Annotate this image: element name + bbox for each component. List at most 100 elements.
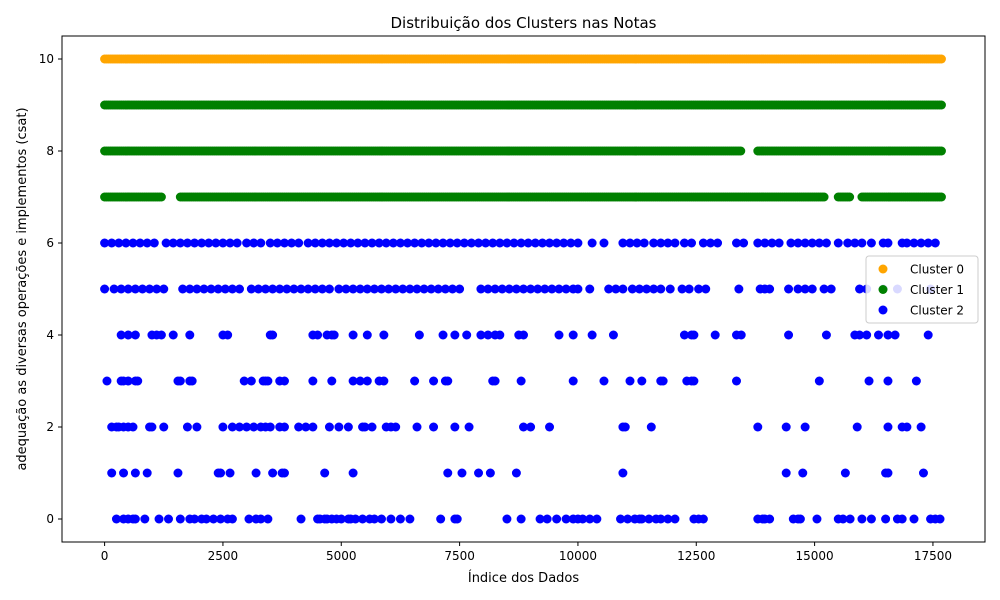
data-point — [663, 238, 673, 248]
data-point — [334, 284, 344, 294]
data-point — [336, 514, 346, 524]
data-point — [429, 422, 439, 432]
data-point — [883, 422, 893, 432]
data-point — [227, 422, 237, 432]
data-point — [377, 514, 386, 524]
data-point — [355, 284, 365, 294]
data-point — [656, 514, 666, 524]
data-point — [812, 514, 822, 524]
data-point — [235, 422, 244, 432]
data-point — [585, 514, 595, 524]
data-point — [227, 284, 237, 294]
data-point — [263, 376, 273, 386]
data-point — [296, 514, 306, 524]
data-point — [261, 284, 271, 294]
data-point — [412, 422, 422, 432]
data-point — [429, 376, 439, 386]
data-point — [130, 468, 140, 478]
data-point — [220, 284, 230, 294]
data-point — [481, 238, 491, 248]
data-point — [649, 284, 659, 294]
data-point — [568, 376, 578, 386]
data-point — [239, 376, 249, 386]
data-point — [911, 376, 921, 386]
data-point — [140, 514, 150, 524]
y-axis: 0 2 4 6 8 10 — [39, 52, 62, 526]
data-point — [185, 284, 195, 294]
data-point — [798, 468, 808, 478]
data-point — [784, 284, 794, 294]
y-tick-label: 8 — [46, 144, 54, 158]
data-point — [732, 376, 741, 386]
data-point — [516, 376, 526, 386]
data-point — [317, 238, 327, 248]
data-point — [890, 330, 900, 340]
data-point — [268, 284, 278, 294]
data-point — [360, 422, 370, 432]
data-point — [713, 238, 723, 248]
data-point — [819, 192, 829, 202]
data-point — [533, 284, 543, 294]
data-point — [474, 468, 484, 478]
data-point — [526, 284, 536, 294]
data-point — [883, 468, 893, 478]
data-point — [362, 284, 372, 294]
legend: Cluster 0 Cluster 1 Cluster 2 — [865, 255, 979, 324]
data-point — [175, 376, 185, 386]
data-point — [774, 238, 784, 248]
data-point — [552, 514, 562, 524]
data-point — [452, 514, 462, 524]
data-point — [362, 376, 372, 386]
data-point — [301, 422, 311, 432]
data-point — [587, 238, 597, 248]
data-point — [646, 422, 656, 432]
data-point — [324, 422, 334, 432]
data-point — [114, 238, 124, 248]
data-point — [353, 238, 363, 248]
data-point — [634, 284, 644, 294]
data-point — [483, 330, 493, 340]
data-point — [814, 376, 824, 386]
data-point — [235, 284, 244, 294]
data-point — [936, 100, 946, 110]
data-point — [625, 376, 635, 386]
data-point — [795, 514, 805, 524]
data-point — [119, 468, 129, 478]
data-point — [511, 468, 521, 478]
data-point — [604, 284, 614, 294]
data-point — [405, 514, 415, 524]
data-point — [268, 468, 278, 478]
data-point — [346, 238, 356, 248]
data-point — [464, 422, 474, 432]
data-point — [665, 284, 675, 294]
y-tick-label: 4 — [46, 328, 54, 342]
data-point — [490, 376, 500, 386]
data-point — [616, 514, 626, 524]
data-point — [642, 284, 652, 294]
data-point — [866, 238, 876, 248]
data-point — [362, 330, 372, 340]
data-point — [554, 330, 564, 340]
data-point — [111, 514, 121, 524]
data-point — [279, 422, 289, 432]
data-point — [807, 238, 817, 248]
data-point — [483, 284, 493, 294]
data-point — [561, 514, 571, 524]
data-point — [573, 238, 583, 248]
data-point — [419, 284, 429, 294]
x-tick-label: 0 — [101, 549, 109, 563]
data-point — [519, 330, 528, 340]
data-point — [185, 330, 195, 340]
y-tick-label: 2 — [46, 420, 54, 434]
data-point — [857, 514, 867, 524]
data-point — [350, 514, 360, 524]
data-point — [410, 376, 420, 386]
data-point — [883, 376, 893, 386]
data-point — [821, 238, 831, 248]
data-point — [107, 238, 117, 248]
data-point — [431, 238, 441, 248]
points-layer — [100, 54, 946, 524]
legend-box — [865, 255, 979, 324]
data-point — [268, 330, 278, 340]
data-point — [611, 284, 621, 294]
